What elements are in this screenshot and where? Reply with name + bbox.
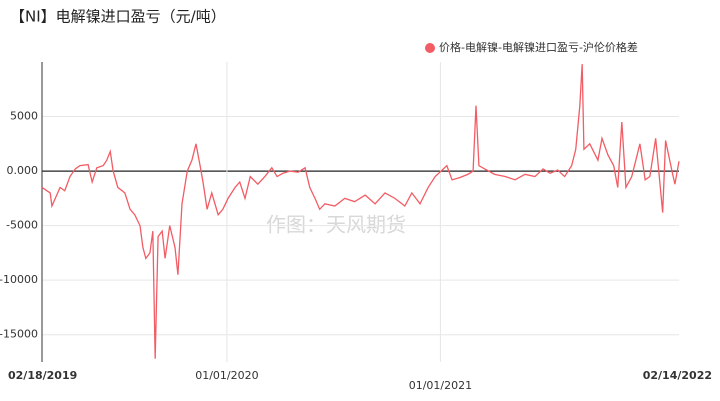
x-tick-label: 02/14/2022 [643, 369, 712, 382]
watermark: 作图：天风期货 [266, 213, 406, 237]
legend-marker [425, 43, 435, 53]
y-tick-label: -15000 [0, 328, 38, 341]
y-tick-label: 0.000 [7, 164, 39, 177]
x-tick-label: 01/01/2021 [409, 379, 472, 392]
y-tick-label: -10000 [0, 273, 38, 286]
x-tick-label: 01/01/2020 [195, 369, 258, 382]
legend-label: 价格-电解镍-电解镍进口盈亏-沪伦价格差 [439, 40, 638, 54]
x-tick-label: 02/18/2019 [8, 369, 77, 382]
y-tick-label: 5000 [10, 110, 38, 123]
series-line [41, 64, 680, 359]
y-tick-label: -5000 [6, 219, 38, 232]
chart-title: 【NI】电解镍进口盈亏（元/吨） [10, 8, 226, 26]
